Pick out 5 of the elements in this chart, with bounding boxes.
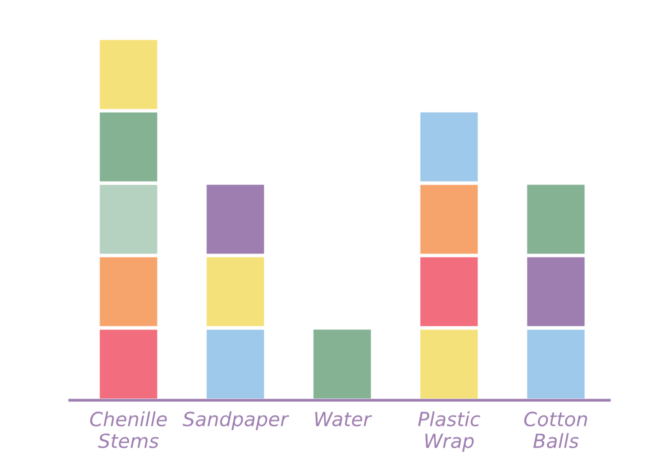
x-tick-label: Water xyxy=(315,412,372,426)
x-tick-label: Sandpaper xyxy=(182,411,290,430)
x-tick-label: Chenille Stems xyxy=(90,411,167,448)
x-tick-label: Plastic Wrap xyxy=(418,411,480,452)
x-tick-label: Cotton Balls xyxy=(524,412,588,448)
